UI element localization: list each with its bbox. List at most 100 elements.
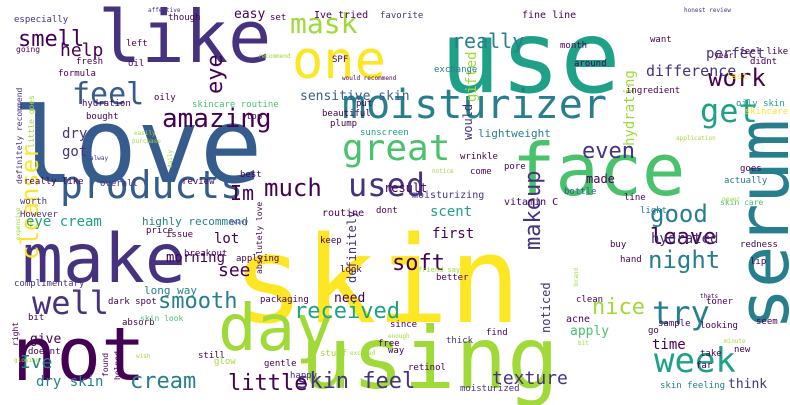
word-worth: worth — [20, 197, 47, 207]
word-never: never — [722, 196, 740, 203]
word-really: really — [452, 29, 524, 53]
word-cream: cream — [130, 369, 196, 394]
word-difference: difference — [646, 62, 736, 80]
word-breakout: breakout — [184, 249, 227, 259]
word-give: give — [30, 332, 61, 347]
word-gentle: gentle — [264, 359, 297, 369]
word-fresh: fresh — [76, 57, 103, 67]
word-lightweight: lightweight — [478, 127, 551, 140]
word-want: want — [650, 35, 672, 45]
word-day: day — [218, 292, 334, 366]
word-come: come — [470, 167, 492, 177]
word-noticed: noticed — [539, 282, 553, 333]
word-nice: nice — [592, 295, 645, 320]
word-smell: smell — [18, 27, 84, 52]
word-wish: wish — [136, 353, 151, 360]
word-set: set — [270, 13, 286, 23]
word-little: little — [228, 371, 307, 396]
word-try: try — [652, 294, 710, 332]
word-good: good — [650, 200, 708, 228]
word-alway: alway — [90, 155, 108, 162]
word-find: find — [486, 328, 508, 338]
word-thick: thick — [446, 336, 474, 346]
word-formula: formula — [58, 69, 96, 79]
word-long-way: long way — [144, 284, 197, 297]
word-hydrated: hydrated — [651, 231, 718, 247]
word-apply: apply — [570, 324, 609, 339]
word-actually: actually — [724, 176, 768, 186]
word-though: though — [168, 13, 201, 23]
word-friend-say: friend say — [418, 266, 460, 274]
word-would-recommend: would recommend — [342, 75, 397, 82]
word-buy: buy — [610, 240, 627, 250]
word-received: received — [294, 299, 400, 324]
word-really-like: really like — [24, 177, 84, 187]
word-recommend: recommend — [258, 53, 291, 60]
word-affective: affective — [148, 7, 181, 14]
word-bit: bit — [28, 313, 44, 323]
word-oil: oil — [128, 59, 144, 69]
word-like: like — [98, 0, 271, 79]
word-around: around — [574, 59, 607, 69]
word-hydrating: hydrating — [622, 70, 638, 146]
word-going: going — [16, 45, 40, 54]
word-serum: serum — [723, 119, 790, 330]
word-last: last — [726, 72, 748, 82]
word-think: think — [728, 377, 767, 392]
word-scent: scent — [430, 204, 472, 220]
word-minute: minute — [724, 338, 746, 345]
word-thats: thats — [700, 293, 718, 300]
word-stuff: stuff — [320, 349, 347, 359]
word-definitely-recommend: definitely recommend — [15, 87, 24, 184]
word-see: see — [218, 260, 251, 281]
word-week: week — [654, 341, 736, 381]
word-used: used — [348, 166, 425, 204]
word-honest-review: honest review — [684, 7, 731, 14]
word-didnt: didnt — [750, 57, 777, 67]
word-vitamin-c: vitamin C — [504, 197, 558, 208]
word-review: review — [182, 177, 215, 187]
word-year: year — [714, 51, 733, 60]
word-month: month — [560, 41, 587, 51]
word-using: using — [300, 309, 559, 405]
word-redness: redness — [740, 240, 778, 250]
word-notice: notice — [432, 168, 454, 175]
word-moisturizing: moisturizing — [412, 190, 484, 201]
word-happy: happy — [290, 371, 318, 381]
word-feel: feel — [72, 77, 144, 112]
word-routine: routine — [322, 208, 364, 219]
word-bought: bought — [86, 112, 119, 122]
word-however: However — [20, 210, 59, 220]
word-skin-feel: skin feel — [296, 369, 415, 394]
word-doesnt: doesnt — [28, 347, 61, 357]
word-get: get — [700, 92, 758, 130]
word-since: since — [390, 320, 417, 330]
word-soft: soft — [392, 251, 445, 276]
word-amazing: amazing — [162, 104, 272, 134]
word-better: better — [436, 273, 469, 283]
word-top: top — [246, 112, 262, 122]
word-overall: overall — [100, 179, 138, 189]
word-skincare-routine: skincare routine — [192, 100, 279, 110]
word-spf: SPF — [332, 55, 348, 65]
word-pore: pore — [504, 162, 526, 172]
word-perfect: perfect — [706, 46, 765, 62]
word-toner: toner — [706, 297, 734, 307]
word-retinol: retinol — [408, 363, 446, 373]
word-oily-skin: oily skin — [736, 99, 785, 109]
word-best: best — [240, 170, 262, 180]
word-use: use — [440, 0, 621, 116]
word-ingredient: ingredient — [626, 86, 680, 96]
word-highly-recommend: highly recommend — [142, 215, 248, 228]
word-go: go — [648, 326, 659, 336]
word-clean: clean — [576, 295, 603, 305]
word-would: would — [461, 104, 475, 140]
word-look: look — [340, 265, 362, 275]
word-brand: brand — [573, 268, 580, 286]
word-gifted: gifted — [464, 51, 480, 102]
word-acne: acne — [566, 314, 590, 325]
word-expensive: expensive — [15, 207, 22, 240]
word-cleanser: cleanser — [16, 144, 44, 260]
